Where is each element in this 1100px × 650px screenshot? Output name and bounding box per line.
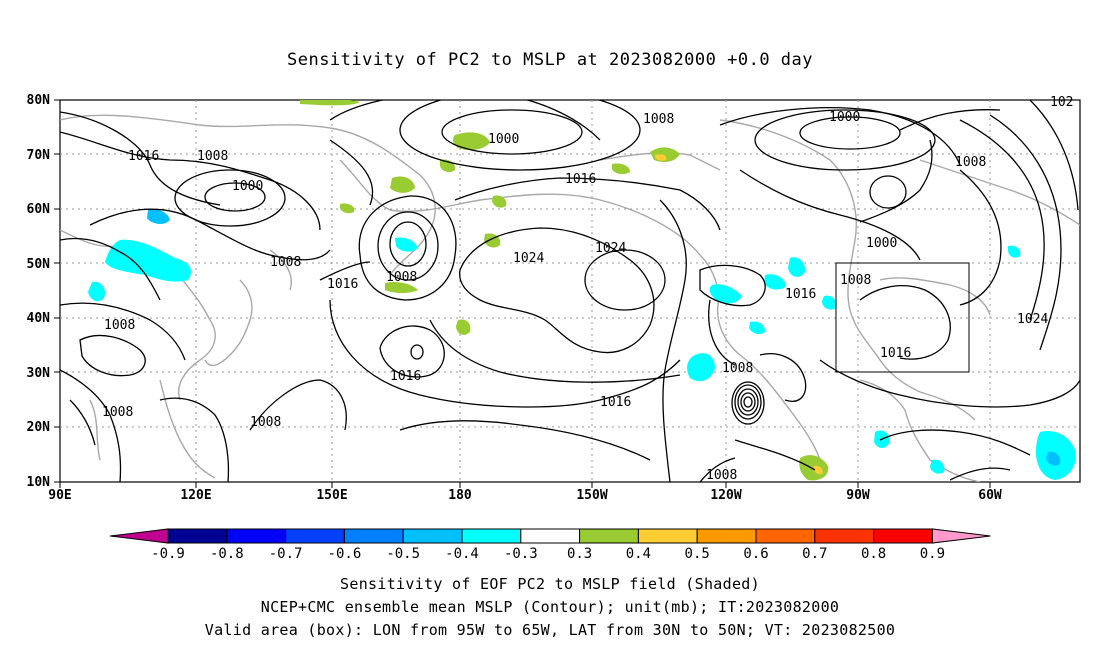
lon-label: 60W [978, 488, 1002, 503]
plot-frame [59, 99, 1081, 483]
contour-label: 1024 [1017, 312, 1048, 327]
colorbar-high-arrow [931, 528, 991, 544]
contour-labels: 1016 1008 1000 1008 1000 1008 1016 1016 … [102, 95, 1073, 483]
lat-label: 40N [27, 311, 51, 326]
lon-label: 180 [448, 488, 472, 503]
lat-label: 50N [27, 257, 51, 272]
lat-label: 20N [27, 420, 51, 435]
colorbar-tick-label: 0.3 [567, 546, 592, 562]
lon-label: 90E [48, 488, 71, 503]
lat-label: 10N [27, 475, 51, 490]
colorbar: -0.9 -0.8 -0.7 -0.6 -0.5 -0.4 -0.3 0.3 0.4 0.5 0.6… [109, 528, 991, 562]
grid-lines [60, 100, 1080, 482]
contour-label: 1000 [866, 236, 897, 251]
colorbar-tick-label: 0.9 [920, 546, 945, 562]
colorbar-swatch [755, 528, 816, 544]
colorbar-tick-label: -0.5 [386, 546, 420, 562]
contour-label: 1000 [488, 132, 519, 147]
coastlines [60, 114, 1080, 482]
mslp-contours [60, 100, 1080, 482]
map-title: Sensitivity of PC2 to MSLP at 2023082000… [286, 50, 813, 70]
caption-line-3: Valid area (box): LON from 95W to 65W, L… [204, 621, 896, 639]
colorbar-swatch [226, 528, 287, 544]
contour-label: 1008 [955, 155, 986, 170]
contour-label: 1024 [595, 241, 626, 256]
colorbar-swatch [520, 528, 581, 544]
colorbar-swatch [579, 528, 639, 544]
contour-label: 1008 [102, 405, 133, 420]
contour-label: 1016 [565, 172, 596, 187]
contour-label: 1016 [785, 287, 816, 302]
colorbar-tick-label: 0.4 [626, 546, 651, 562]
longitude-labels: 90E 120E 150E 180 150W 120W 90W 60W [48, 488, 1002, 503]
valid-area-box [835, 262, 970, 373]
colorbar-swatch [343, 528, 404, 544]
colorbar-tick-label: 0.8 [861, 546, 886, 562]
colorbar-swatch [167, 528, 228, 544]
colorbar-swatch [637, 528, 698, 544]
colorbar-tick-label: -0.6 [328, 546, 362, 562]
contour-label: 1008 [643, 112, 674, 127]
contour-label: 1016 [390, 369, 421, 384]
colorbar-swatch [873, 528, 933, 544]
sensitivity-shading [88, 100, 1076, 481]
lat-label: 70N [27, 148, 51, 163]
caption-line-1: Sensitivity of EOF PC2 to MSLP field (Sh… [340, 575, 760, 593]
lat-label: 80N [27, 93, 51, 108]
lon-label: 150W [576, 488, 607, 503]
lon-label: 90W [846, 488, 870, 503]
contour-label: 1008 [722, 361, 753, 376]
colorbar-tick-label: -0.7 [269, 546, 303, 562]
contour-label: 1016 [600, 395, 631, 410]
contour-label: 1008 [386, 270, 417, 285]
axis-ticks [54, 99, 991, 488]
colorbar-tick-label: 0.7 [802, 546, 827, 562]
contour-label: 1016 [327, 277, 358, 292]
lon-label: 120W [710, 488, 741, 503]
colorbar-tick-label: -0.8 [210, 546, 244, 562]
contour-label: 1016 [128, 149, 159, 164]
colorbar-tick-label: -0.9 [151, 546, 185, 562]
lon-label: 120E [180, 488, 211, 503]
colorbar-swatch [814, 528, 875, 544]
contour-label: 1008 [197, 149, 228, 164]
contour-label: 1008 [840, 273, 871, 288]
colorbar-swatch [461, 528, 522, 544]
contour-label: 1008 [104, 318, 135, 333]
colorbar-low-arrow [109, 528, 169, 544]
lon-label: 150E [316, 488, 347, 503]
colorbar-tick-label: 0.6 [743, 546, 768, 562]
lat-label: 30N [27, 366, 51, 381]
colorbar-tick-label: 0.5 [685, 546, 710, 562]
caption-line-2: NCEP+CMC ensemble mean MSLP (Contour); u… [260, 598, 840, 616]
contour-label: 1008 [250, 415, 281, 430]
contour-label: 1000 [829, 110, 860, 125]
contour-label: 1016 [880, 346, 911, 361]
colorbar-swatch [285, 528, 345, 544]
lat-label: 60N [27, 202, 51, 217]
colorbar-tick-label: -0.3 [504, 546, 538, 562]
contour-label: 102 [1050, 95, 1073, 110]
contour-label: 1000 [232, 179, 263, 194]
colorbar-swatch [402, 528, 463, 544]
colorbar-tick-label: -0.4 [445, 546, 479, 562]
contour-label: 1008 [706, 468, 737, 483]
contour-label: 1024 [513, 251, 544, 266]
contour-label: 1008 [270, 255, 301, 270]
colorbar-swatch [696, 528, 757, 544]
latitude-labels: 80N 70N 60N 50N 40N 30N 20N 10N [27, 93, 51, 490]
